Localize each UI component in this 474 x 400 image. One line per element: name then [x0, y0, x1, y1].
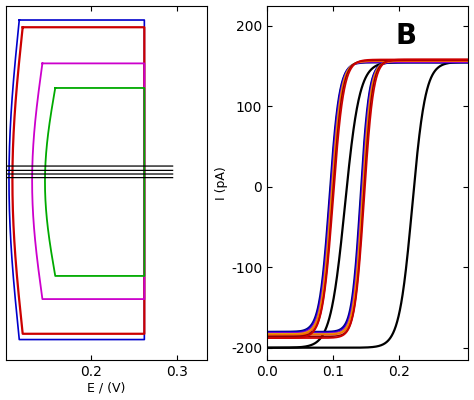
Text: B: B — [396, 22, 417, 50]
Y-axis label: I (pA): I (pA) — [215, 166, 228, 200]
X-axis label: E / (V): E / (V) — [87, 382, 126, 394]
